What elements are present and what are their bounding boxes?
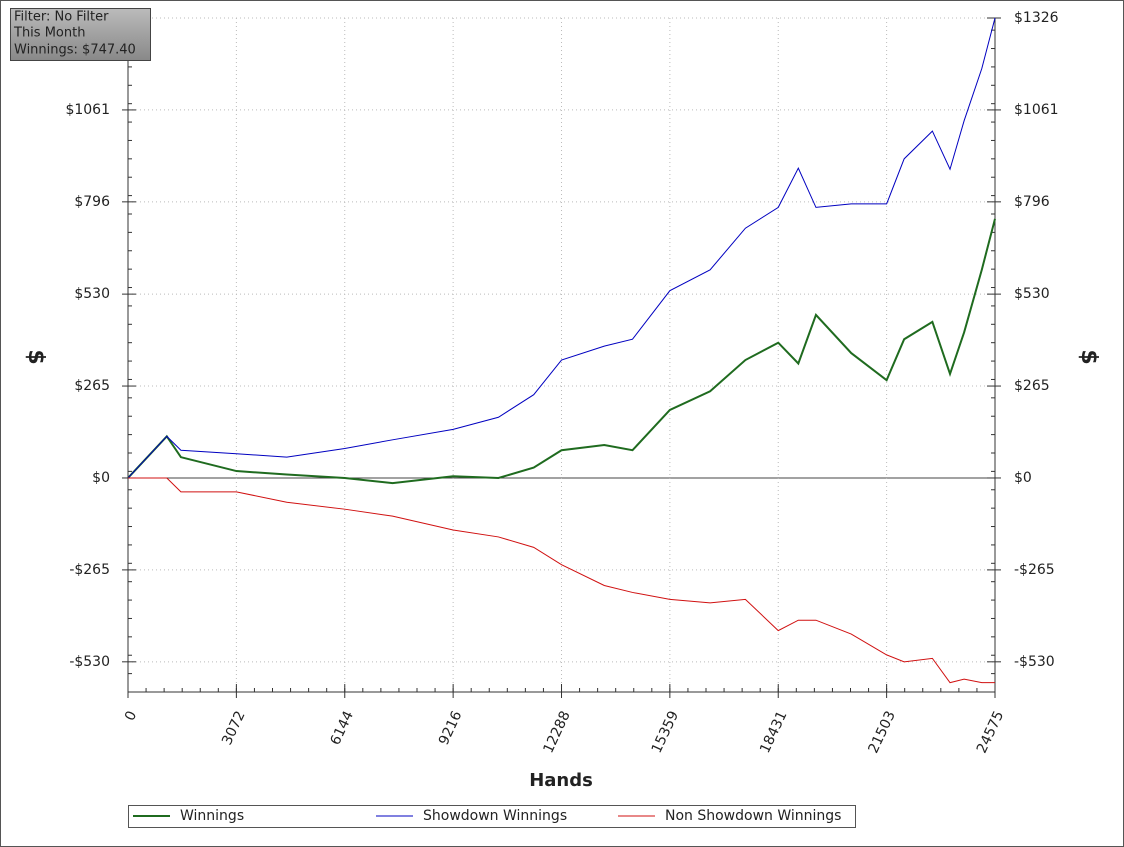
- y2-tick-label: -$265: [1014, 562, 1055, 578]
- legend-label: Showdown Winnings: [423, 808, 567, 824]
- y-axis-label: $: [23, 349, 48, 364]
- y-tick-label: $530: [74, 286, 110, 302]
- y-tick-label: $796: [74, 194, 110, 210]
- legend-label: Winnings: [180, 808, 244, 824]
- y2-tick-label: $265: [1014, 378, 1050, 394]
- series-line: [128, 477, 995, 684]
- y2-tick-label: $796: [1014, 194, 1050, 210]
- series-line: [127, 17, 996, 479]
- info-text: Winnings: $747.40: [14, 43, 136, 58]
- y-tick-label: -$530: [69, 654, 110, 670]
- y2-tick-label: $0: [1014, 470, 1032, 486]
- y2-tick-label: $1061: [1014, 102, 1059, 118]
- y2-tick-label: $1326: [1014, 10, 1059, 26]
- y2-tick-label: -$530: [1014, 654, 1055, 670]
- legend: [128, 805, 856, 828]
- info-box: [10, 8, 151, 61]
- y-tick-label: $265: [74, 378, 110, 394]
- legend-label: Non Showdown Winnings: [665, 808, 841, 824]
- x-axis-label: Hands: [529, 770, 593, 791]
- series-line: [127, 218, 996, 485]
- info-text: Filter: No Filter: [14, 10, 109, 25]
- y2-axis-label: $: [1076, 349, 1101, 364]
- info-text: This Month: [13, 26, 85, 41]
- y2-tick-label: $530: [1014, 286, 1050, 302]
- y-tick-label: $1061: [65, 102, 110, 118]
- y-tick-label: $0: [92, 470, 110, 486]
- y-tick-label: -$265: [69, 562, 110, 578]
